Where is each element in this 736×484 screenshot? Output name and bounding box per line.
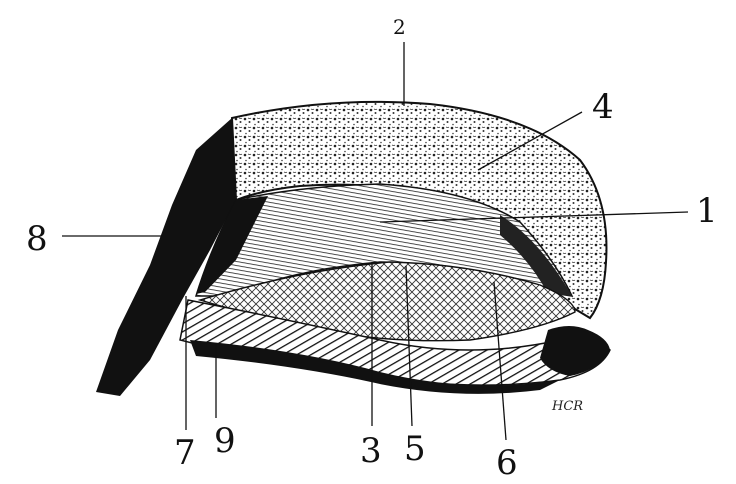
label-7: 7 xyxy=(174,433,196,473)
label-6: 6 xyxy=(496,443,518,483)
stippled-cap xyxy=(230,100,608,320)
label-1: 1 xyxy=(696,191,718,231)
label-9: 9 xyxy=(214,421,236,461)
chamber-right-dark xyxy=(500,215,572,296)
leader-6 xyxy=(493,281,507,441)
outer-wall xyxy=(96,118,236,396)
artist-signature: HCR xyxy=(551,399,583,414)
right-knob xyxy=(540,326,610,376)
label-5: 5 xyxy=(404,429,426,469)
leader-4 xyxy=(477,111,583,171)
leader-5 xyxy=(405,265,413,427)
base-band xyxy=(190,340,560,394)
chamber-dark-band xyxy=(196,196,268,294)
label-8: 8 xyxy=(26,219,48,259)
label-4: 4 xyxy=(592,87,614,127)
label-3: 3 xyxy=(360,431,382,471)
label-2: 2 xyxy=(393,15,406,39)
leader-1 xyxy=(379,211,689,223)
